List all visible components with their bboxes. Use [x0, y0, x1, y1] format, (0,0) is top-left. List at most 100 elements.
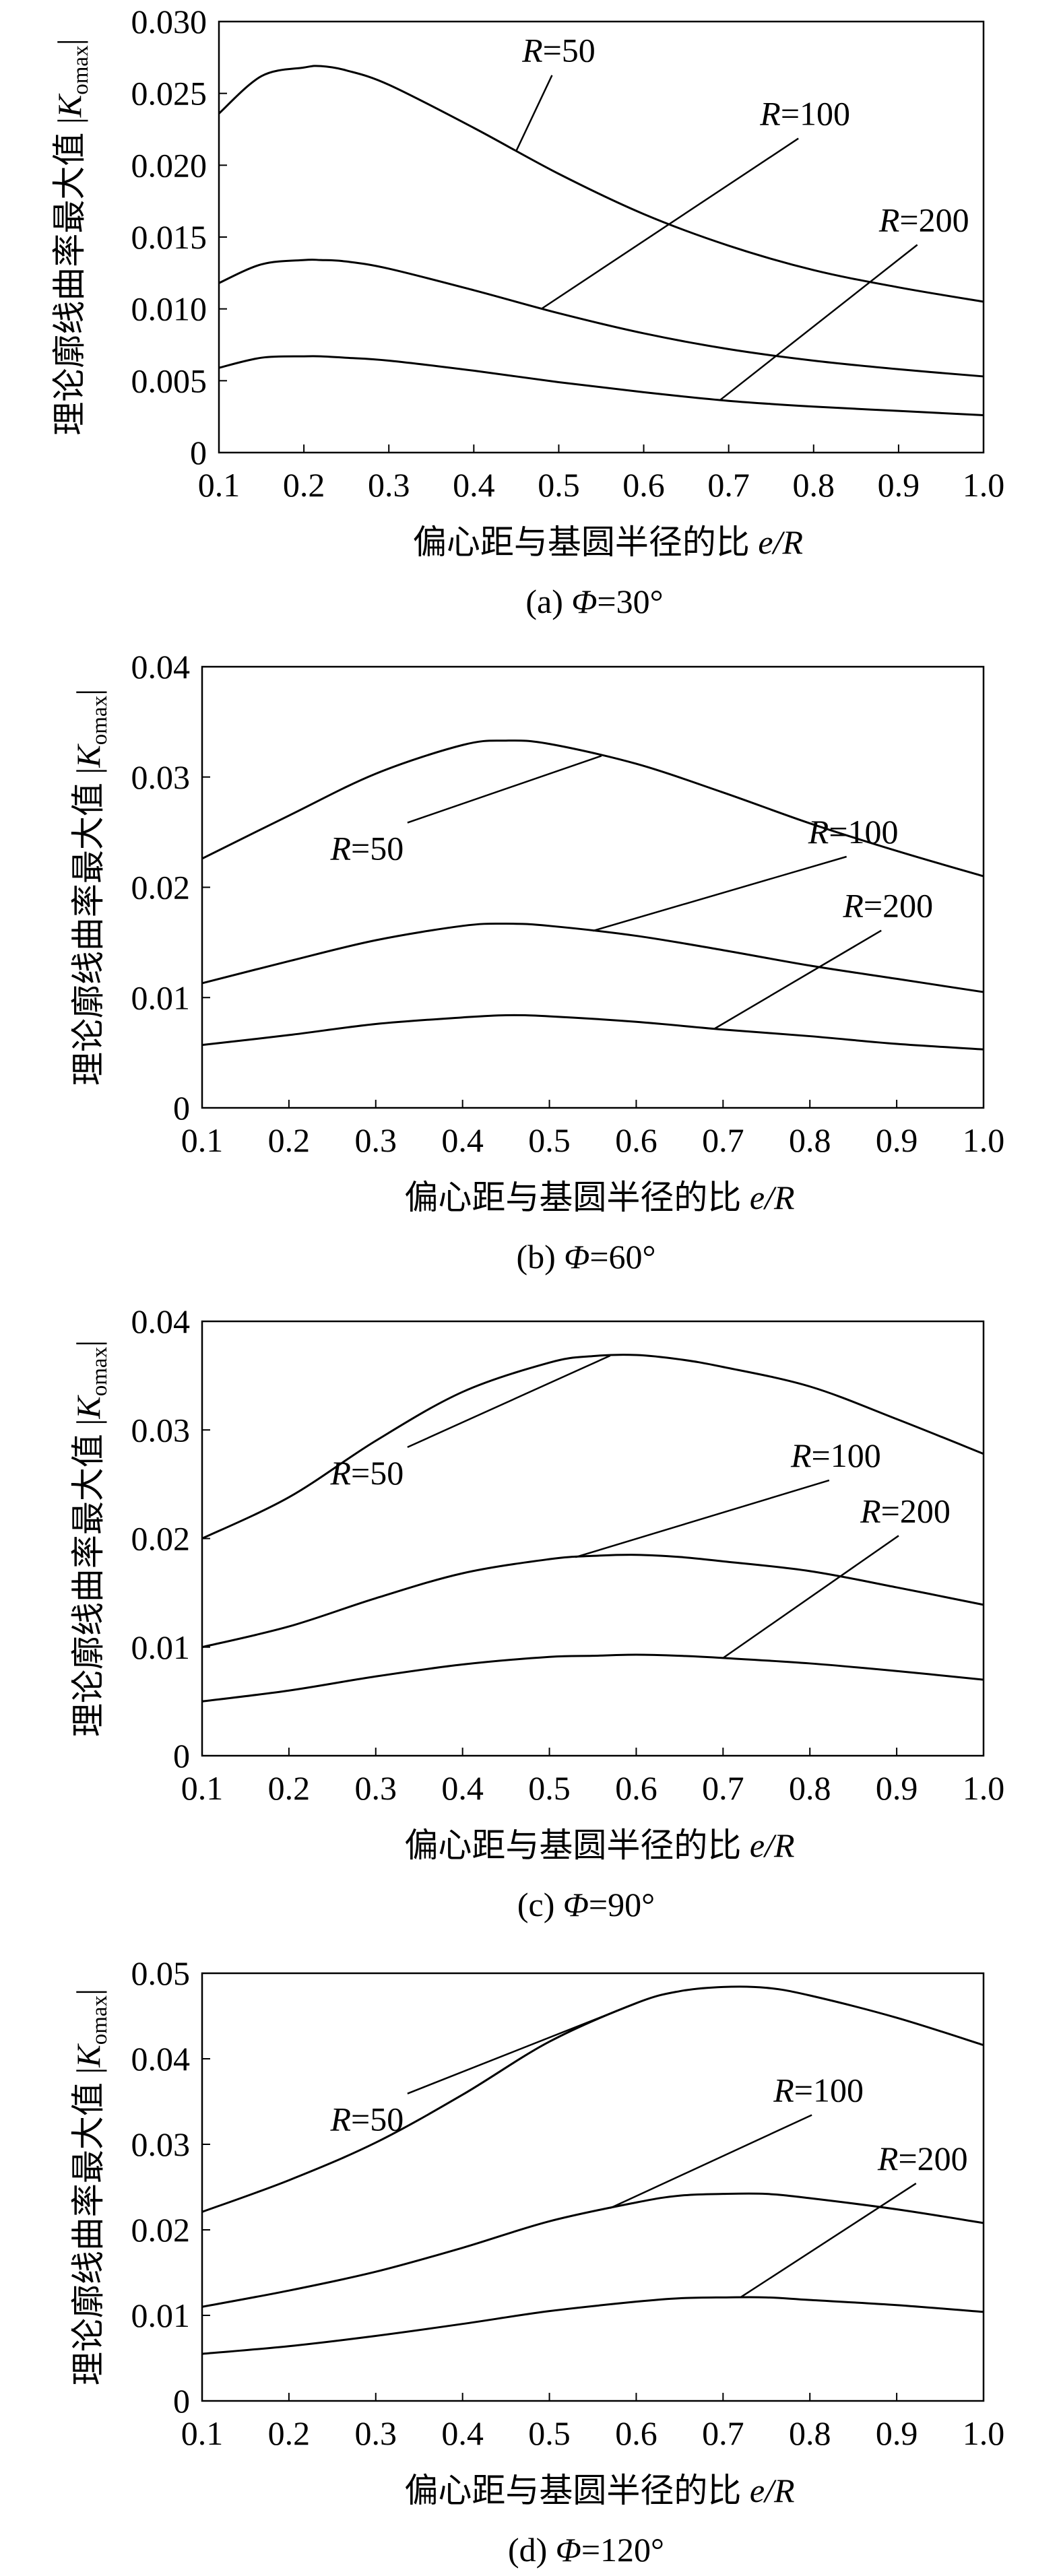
x-tick-label: 0.9	[878, 466, 920, 504]
x-tick-label: 0.4	[441, 1769, 484, 1807]
chart-panel-0: 0.1 0.2 0.3 0.4 0.5 0.6 0.7 0.8 0.9 1.0 0 0.005 0.01…	[51, 3, 1004, 620]
callout-leader	[575, 1479, 830, 1558]
x-axis-label: 偏心距与基圆半径的比 e/R	[404, 2472, 794, 2509]
x-tick-label: 0.4	[441, 1121, 484, 1159]
x-tick-label: 0.3	[368, 466, 410, 504]
x-tick-label: 0.7	[702, 1769, 744, 1807]
y-tick-label: 0.01	[131, 2297, 191, 2334]
series-label: R=200	[878, 201, 969, 238]
x-tick-label: 0.3	[355, 1121, 397, 1159]
callout-leader	[713, 929, 882, 1030]
series-line-r200	[201, 1653, 984, 1703]
series-line-r50	[218, 65, 984, 303]
series-line-r100	[201, 922, 984, 993]
x-tick-label: 0.9	[876, 2414, 918, 2452]
callout-leader	[515, 75, 553, 152]
x-tick-label: 0.2	[268, 1121, 311, 1159]
series-label: R=100	[808, 813, 899, 851]
y-axis-label: 理论廓线曲率最大值 |Komax|	[51, 38, 93, 435]
x-tick-label: 0.5	[538, 466, 580, 504]
series-label: R=200	[842, 887, 933, 925]
y-tick-label: 0.02	[131, 1520, 191, 1558]
y-axis-label: 理论廓线曲率最大值 |Komax|	[69, 689, 112, 1086]
callout-leader	[407, 755, 602, 824]
series-label: R=100	[759, 95, 850, 133]
chart-panel-3: 0.1 0.2 0.3 0.4 0.5 0.6 0.7 0.8 0.9 1.0 0 0.01 0.02 0…	[69, 1954, 1004, 2569]
panel-caption: (a) Φ=30°	[525, 583, 663, 620]
x-tick-label: 0.3	[355, 1769, 397, 1807]
callout-leader	[610, 2114, 812, 2209]
x-tick-label: 0.6	[615, 1769, 657, 1807]
series-label: R=100	[773, 2072, 864, 2109]
panel-caption: (d) Φ=120°	[508, 2531, 664, 2569]
x-tick-label: 1.0	[963, 2414, 1005, 2452]
chart-panel-2: 0.1 0.2 0.3 0.4 0.5 0.6 0.7 0.8 0.9 1.0 0 0.01 0.02 0…	[69, 1302, 1004, 1923]
x-tick-label: 0.4	[441, 2414, 484, 2452]
x-tick-label: 0.2	[268, 2414, 311, 2452]
series-label: R=50	[521, 32, 596, 69]
callout-leader	[719, 244, 918, 401]
x-tick-label: 0.7	[707, 466, 750, 504]
series-line-r50	[201, 1354, 984, 1540]
callout-leader	[592, 855, 847, 932]
series-label: R=50	[330, 830, 404, 867]
plot-frame	[201, 1972, 985, 2402]
series-label: R=50	[330, 2101, 404, 2138]
y-tick-label: 0.015	[131, 218, 207, 256]
x-tick-label: 0.5	[528, 1769, 571, 1807]
x-tick-label: 0.9	[876, 1769, 918, 1807]
y-tick-label: 0	[173, 2382, 190, 2420]
series-label: R=100	[790, 1436, 881, 1474]
y-tick-label: 0.05	[131, 1954, 191, 1992]
y-tick-label: 0.03	[131, 2125, 191, 2163]
y-tick-label: 0.01	[131, 979, 191, 1016]
y-tick-label: 0.01	[131, 1628, 191, 1666]
y-tick-label: 0	[173, 1089, 190, 1127]
x-axis-label: 偏心距与基圆半径的比 e/R	[404, 1826, 794, 1864]
plot-frame	[201, 1320, 985, 1757]
series-line-r50	[201, 739, 984, 878]
x-tick-label: 0.1	[181, 2414, 224, 2452]
x-tick-label: 0.2	[268, 1769, 311, 1807]
x-tick-label: 0.6	[615, 2414, 657, 2452]
y-tick-label: 0.04	[131, 2040, 191, 2078]
y-tick-label: 0.020	[131, 146, 207, 184]
x-tick-label: 0.8	[789, 2414, 831, 2452]
y-tick-label: 0	[173, 1737, 190, 1775]
panel-caption: (c) Φ=90°	[517, 1886, 655, 1923]
y-axis-label: 理论廓线曲率最大值 |Komax|	[69, 1340, 112, 1737]
y-tick-label: 0.04	[131, 1302, 191, 1340]
callout-leader	[541, 137, 799, 310]
x-tick-label: 0.5	[528, 1121, 571, 1159]
x-tick-label: 0.3	[355, 2414, 397, 2452]
series-line-r200	[218, 355, 984, 417]
callout-leader	[407, 2002, 637, 2094]
x-axis-label: 偏心距与基圆半径的比 e/R	[404, 1179, 794, 1216]
series-line-r100	[218, 259, 984, 378]
callout-leader	[740, 2183, 917, 2299]
x-tick-label: 0.7	[702, 2414, 744, 2452]
series-label: R=200	[860, 1492, 951, 1529]
series-label: R=50	[330, 1454, 404, 1492]
y-tick-label: 0.005	[131, 362, 207, 399]
x-tick-label: 0.8	[793, 466, 835, 504]
series-line-r200	[201, 2296, 984, 2355]
x-tick-label: 0.1	[181, 1121, 224, 1159]
y-tick-label: 0.03	[131, 1411, 191, 1449]
x-axis-label: 偏心距与基圆半径的比 e/R	[413, 523, 803, 561]
series-label: R=200	[877, 2140, 968, 2177]
x-tick-label: 0.1	[198, 466, 240, 504]
series-line-r100	[201, 2192, 984, 2308]
y-axis-label: 理论廓线曲率最大值 |Komax|	[69, 1989, 112, 2385]
x-tick-label: 0.6	[615, 1121, 657, 1159]
x-tick-label: 0.8	[789, 1769, 831, 1807]
callout-leader	[407, 1354, 611, 1449]
x-tick-label: 0.2	[283, 466, 325, 504]
y-tick-label: 0.03	[131, 758, 191, 796]
x-tick-label: 1.0	[963, 466, 1005, 504]
y-tick-label: 0	[190, 434, 207, 471]
series-line-r100	[201, 1554, 984, 1649]
y-tick-label: 0.010	[131, 290, 207, 328]
x-tick-label: 0.1	[181, 1769, 224, 1807]
